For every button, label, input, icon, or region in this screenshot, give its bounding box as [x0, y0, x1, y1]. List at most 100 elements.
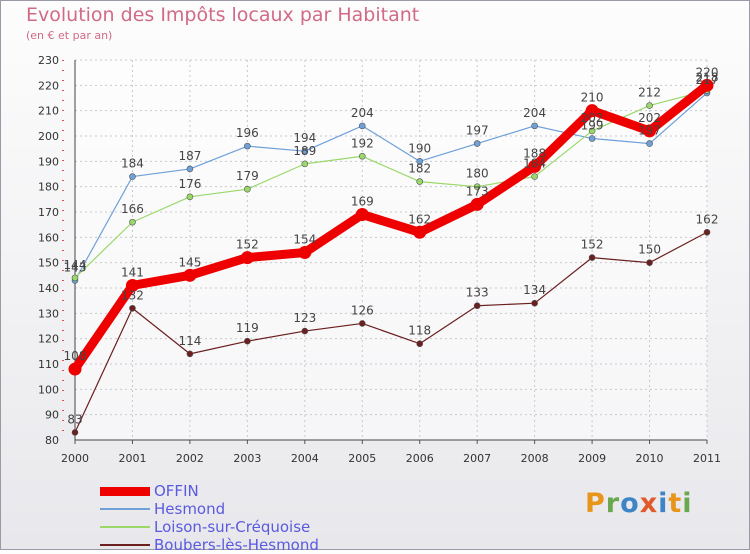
- data-label-hesmond: 143: [64, 260, 87, 274]
- x-tick-label: 2009: [578, 452, 606, 465]
- data-point-offin: [125, 278, 139, 292]
- y-tick-label: 120: [38, 333, 59, 346]
- x-tick-label: 2006: [406, 452, 434, 465]
- data-label-boubers-l-s-hesmond: 119: [236, 321, 259, 335]
- data-point-loison-sur-cr-quoise: [646, 102, 653, 109]
- chart-legend: OFFIN Hesmond Loison-sur-Créquoise Boube…: [100, 482, 319, 554]
- plot-area: [75, 60, 707, 440]
- data-point-hesmond: [531, 122, 538, 130]
- x-tick-label: 2001: [118, 452, 146, 465]
- data-point-loison-sur-cr-quoise: [129, 218, 136, 226]
- data-point-offin: [643, 124, 657, 138]
- x-tick-label: 2003: [233, 452, 261, 465]
- y-tick-label: 100: [38, 383, 59, 396]
- data-point-loison-sur-cr-quoise: [301, 160, 309, 168]
- data-label-boubers-l-s-hesmond: 118: [408, 324, 431, 338]
- y-tick-label: 220: [38, 79, 59, 92]
- data-label-boubers-l-s-hesmond: 123: [293, 311, 316, 325]
- data-label-boubers-l-s-hesmond: 114: [178, 334, 201, 348]
- y-tick-label: 180: [38, 181, 59, 194]
- legend-swatch-boubers: [100, 544, 150, 546]
- proxiti-logo: Proxiti: [585, 488, 693, 519]
- data-point-hesmond: [301, 147, 309, 155]
- data-point-loison-sur-cr-quoise: [416, 178, 424, 185]
- data-label-hesmond: 184: [121, 157, 144, 171]
- data-label-boubers-l-s-hesmond: 126: [351, 303, 374, 317]
- data-label-boubers-l-s-hesmond: 162: [696, 212, 719, 226]
- data-point-boubers-l-s-hesmond: [588, 254, 596, 261]
- data-point-loison-sur-cr-quoise: [186, 193, 194, 201]
- data-label-offin: 162: [408, 212, 431, 226]
- data-label-offin: 210: [581, 91, 604, 105]
- series-line-boubers-l-s-hesmond: [74, 231, 708, 433]
- y-tick-label: 140: [38, 282, 59, 295]
- legend-swatch-hesmond: [100, 508, 150, 510]
- data-label-loison-sur-cr-quoise: 176: [178, 177, 201, 191]
- legend-swatch-loison: [100, 526, 150, 528]
- legend-swatch-offin: [100, 486, 150, 496]
- data-point-offin: [528, 159, 542, 173]
- logo-letter: r: [605, 488, 621, 519]
- data-point-loison-sur-cr-quoise: [244, 185, 251, 193]
- x-tick-label: 2007: [463, 452, 491, 465]
- data-point-offin: [585, 104, 599, 118]
- data-label-hesmond: 197: [638, 124, 661, 138]
- data-point-boubers-l-s-hesmond: [71, 429, 79, 436]
- data-label-boubers-l-s-hesmond: 152: [581, 238, 604, 252]
- data-label-offin: 145: [178, 255, 201, 269]
- x-tick-label: 2010: [636, 452, 664, 465]
- data-point-boubers-l-s-hesmond: [531, 299, 538, 307]
- data-point-hesmond: [646, 140, 653, 147]
- x-tick-label: 2004: [291, 452, 319, 465]
- data-label-hesmond: 217: [696, 73, 719, 87]
- data-point-loison-sur-cr-quoise: [588, 127, 596, 135]
- data-label-loison-sur-cr-quoise: 192: [351, 136, 374, 150]
- data-label-hesmond: 199: [581, 119, 604, 133]
- data-label-loison-sur-cr-quoise: 182: [408, 162, 431, 176]
- chart-title: Evolution des Impôts locaux par Habitant: [26, 4, 420, 26]
- logo-letter: P: [585, 488, 606, 519]
- legend-item-loison: Loison-sur-Créquoise: [100, 518, 319, 536]
- logo-letter: t: [668, 488, 683, 519]
- data-label-loison-sur-cr-quoise: 189: [293, 144, 316, 158]
- data-point-offin: [240, 251, 254, 265]
- data-label-offin: 169: [351, 195, 374, 209]
- y-tick-label: 150: [38, 257, 59, 270]
- data-point-hesmond: [129, 173, 136, 180]
- data-point-loison-sur-cr-quoise: [358, 152, 366, 160]
- data-point-hesmond: [244, 142, 251, 150]
- data-point-loison-sur-cr-quoise: [531, 173, 538, 180]
- data-label-loison-sur-cr-quoise: 144: [64, 258, 87, 272]
- data-label-loison-sur-cr-quoise: 179: [236, 169, 259, 183]
- legend-item-boubers: Boubers-lès-Hesmond: [100, 536, 319, 554]
- data-point-boubers-l-s-hesmond: [473, 302, 481, 310]
- data-label-offin: 173: [466, 184, 489, 198]
- x-tick-label: 2002: [176, 452, 204, 465]
- data-label-loison-sur-cr-quoise: 218: [696, 70, 719, 84]
- data-point-boubers-l-s-hesmond: [301, 327, 309, 335]
- legend-label-offin: OFFIN: [154, 482, 199, 500]
- y-tick-label: 80: [45, 434, 59, 447]
- data-label-offin: 202: [638, 111, 661, 125]
- y-tick-label: 190: [38, 155, 59, 168]
- data-point-boubers-l-s-hesmond: [416, 340, 424, 348]
- series-line-hesmond: [74, 92, 708, 281]
- legend-label-loison: Loison-sur-Créquoise: [154, 518, 311, 536]
- x-tick-label: 2008: [521, 452, 549, 465]
- data-label-hesmond: 197: [466, 124, 489, 138]
- data-label-offin: 108: [64, 349, 87, 363]
- data-point-offin: [68, 362, 82, 376]
- data-label-offin: 152: [236, 238, 259, 252]
- data-label-hesmond: 196: [236, 126, 259, 140]
- data-label-boubers-l-s-hesmond: 150: [638, 243, 661, 257]
- data-point-boubers-l-s-hesmond: [358, 320, 366, 327]
- data-point-offin: [355, 208, 369, 222]
- y-tick-label: 200: [38, 130, 59, 143]
- data-point-hesmond: [588, 135, 596, 142]
- legend-label-boubers: Boubers-lès-Hesmond: [154, 536, 319, 554]
- data-point-offin: [413, 225, 427, 239]
- y-tick-label: 160: [38, 231, 59, 244]
- y-tick-label: 210: [38, 105, 59, 118]
- data-label-hesmond: 194: [293, 131, 316, 145]
